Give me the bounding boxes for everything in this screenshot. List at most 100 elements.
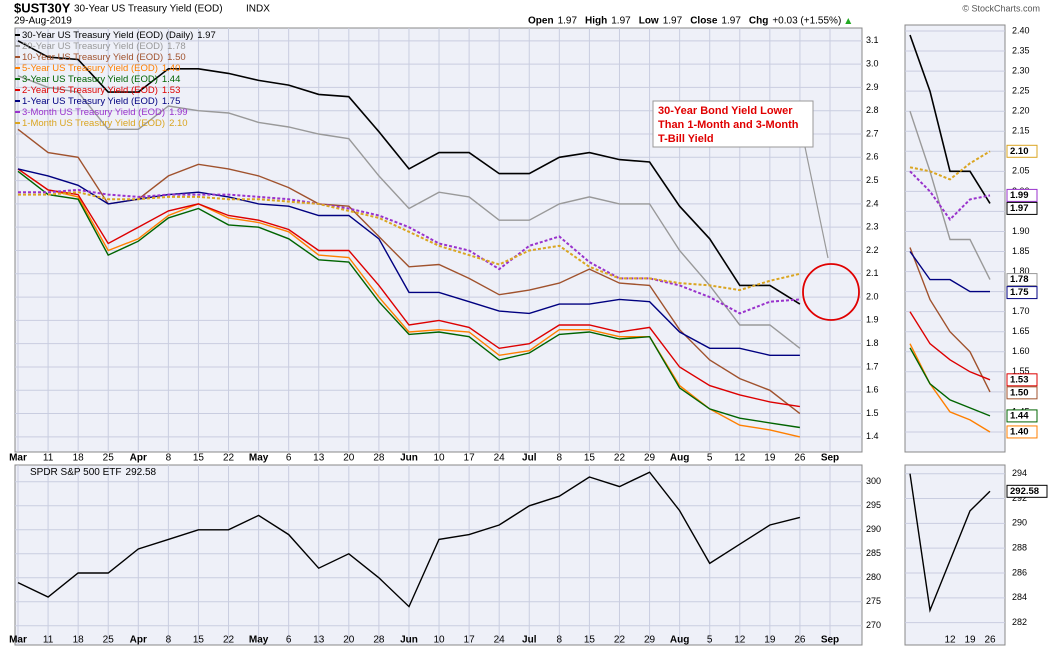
y-tick-label: 2.9 (866, 82, 879, 92)
symbol: $UST30Y (14, 0, 71, 15)
legend-value: 1.99 (169, 107, 188, 118)
legend-name: 20-Year US Treasury Yield (EOD) (22, 41, 163, 52)
y-tick-label: 1.70 (1012, 306, 1030, 316)
x-tick-label: 13 (313, 635, 325, 646)
y-tick-label: 2.8 (866, 105, 879, 115)
series-line (17, 168, 801, 408)
series-line (18, 188, 800, 315)
legend-value: 1.50 (167, 52, 186, 63)
y-tick-label: 1.85 (1012, 246, 1030, 256)
series-line (909, 110, 991, 280)
x-tick-label: 24 (494, 635, 506, 646)
annotation-text: Than 1-Month and 3-Month (658, 119, 799, 131)
last-value: 1.40 (1010, 426, 1029, 437)
last-value: 1.78 (1010, 274, 1029, 285)
y-tick-label: 2.25 (1012, 86, 1030, 96)
x-tick-label: 8 (557, 635, 563, 646)
annotation-text: T-Bill Yield (658, 133, 714, 145)
y-tick-label: 3.0 (866, 58, 879, 68)
x-tick-label: 18 (73, 453, 85, 464)
y-tick-label: 2.2 (866, 245, 879, 255)
annotation-box (652, 100, 814, 148)
x-tick-label: 8 (166, 453, 172, 464)
x-tick-label: 15 (584, 635, 596, 646)
legend-entry: 1-Month US Treasury Yield (EOD) 2.10 (22, 118, 188, 129)
y-tick-label: 1.8 (866, 338, 879, 348)
y-tick-label: 292 (1012, 493, 1027, 503)
x-tick-label: 25 (103, 453, 115, 464)
x-tick-label: Jul (522, 635, 537, 646)
y-tick-label: 2.40 (1012, 25, 1030, 35)
y-tick-label: 1.4 (866, 431, 879, 441)
y-tick-label: 284 (1012, 592, 1027, 602)
series-line (18, 191, 801, 292)
y-tick-label: 290 (866, 524, 881, 534)
y-tick-label: 2.7 (866, 128, 879, 138)
y-tick-label: 280 (866, 572, 881, 582)
x-tick-label: 12 (734, 635, 746, 646)
date: 29-Aug-2019 (14, 16, 72, 27)
y-tick-label: 2.5 (866, 175, 879, 185)
y-tick-label: 1.55 (1012, 366, 1030, 376)
legend-entry: 1-Year US Treasury Yield (EOD) 1.75 (22, 96, 180, 107)
symbol-name: 30-Year US Treasury Yield (EOD) (74, 4, 223, 15)
x-tick-label: 22 (614, 635, 626, 646)
y-tick-label: 2.6 (866, 152, 879, 162)
last-value-box (1006, 425, 1038, 439)
legend-name: 3-Year US Treasury Yield (EOD) (22, 74, 158, 85)
x-tick-label: May (249, 635, 269, 646)
x-tick-label: 22 (223, 635, 235, 646)
x-tick-label: 29 (644, 453, 656, 464)
quote-label: High (585, 16, 607, 27)
last-value-box (1006, 188, 1038, 202)
x-tick-label: 8 (557, 453, 563, 464)
y-tick-label: 1.65 (1012, 326, 1030, 336)
x-tick-label: 10 (433, 453, 445, 464)
x-tick-label: Apr (130, 453, 147, 464)
legend-name: 3-Month US Treasury Yield (EOD) (22, 107, 165, 118)
quote-label: Open (528, 16, 554, 27)
annotation-text: 30-Year Bond Yield Lower (658, 105, 793, 117)
x-tick-label: 13 (313, 453, 325, 464)
x-tick-label: 6 (286, 635, 292, 646)
quote-label: Close (690, 16, 718, 27)
legend-value: 2.10 (169, 118, 188, 129)
legend-value: 1.97 (197, 30, 216, 41)
quote-value: 1.97 (558, 16, 578, 27)
last-value: 292.58 (1010, 486, 1039, 497)
zoom-panel (904, 24, 1006, 453)
y-tick-label: 270 (866, 620, 881, 630)
series-line (17, 40, 801, 305)
legend-value: 1.75 (162, 96, 181, 107)
x-tick-label: Jul (522, 453, 537, 464)
annotation-arrow (804, 146, 829, 259)
y-tick-label: 285 (866, 548, 881, 558)
x-tick-label: 15 (584, 453, 596, 464)
last-value-box (1006, 201, 1038, 215)
y-tick-label: 2.4 (866, 198, 879, 208)
last-value: 2.10 (1010, 146, 1029, 157)
x-tick-label: 6 (286, 453, 292, 464)
y-tick-label: 295 (866, 500, 881, 510)
x-tick-label: Sep (821, 635, 839, 646)
x-tick-label: 19 (764, 635, 776, 646)
series-line (909, 170, 991, 222)
y-tick-label: 282 (1012, 617, 1027, 627)
x-tick-label: 22 (223, 453, 235, 464)
x-tick-label: 29 (644, 635, 656, 646)
legend-value: 1.78 (167, 41, 186, 52)
y-tick-label: 2.0 (866, 291, 879, 301)
x-tick-label: 5 (707, 635, 713, 646)
last-value: 1.44 (1010, 410, 1029, 421)
x-tick-label: Aug (670, 453, 689, 464)
series-line (17, 471, 801, 608)
series-line (17, 128, 801, 415)
y-tick-label: 2.30 (1012, 65, 1030, 75)
last-value-box (1006, 273, 1038, 287)
y-tick-label: 2.3 (866, 222, 879, 232)
quote-value: 1.97 (663, 16, 683, 27)
x-tick-label: Sep (821, 453, 839, 464)
y-tick-label: 2.05 (1012, 166, 1030, 176)
y-tick-label: 1.6 (866, 385, 879, 395)
